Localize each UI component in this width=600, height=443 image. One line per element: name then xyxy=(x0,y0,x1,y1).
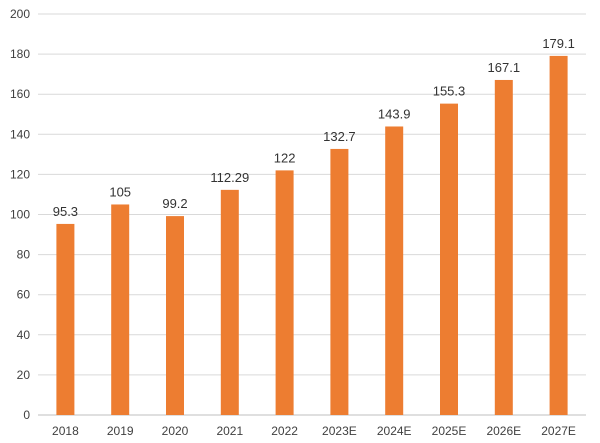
data-label: 143.9 xyxy=(378,106,411,121)
y-tick-label: 0 xyxy=(23,408,30,422)
data-label: 122 xyxy=(274,150,296,165)
bar-2023e xyxy=(330,148,349,415)
y-axis-tick-labels: 0 20 40 60 80 100 120 140 160 180 200 xyxy=(10,7,30,422)
x-tick-label: 2018 xyxy=(52,424,79,438)
data-label: 105 xyxy=(109,184,131,199)
bar-2025e xyxy=(440,103,458,415)
y-tick-label: 20 xyxy=(17,368,31,382)
x-tick-label: 2025E xyxy=(432,424,467,438)
data-labels: 95.3 105 99.2 112.29 122 132.7 143.9 155.3 167.1… xyxy=(53,36,575,219)
x-tick-label: 2022 xyxy=(271,424,298,438)
x-tick-label: 2020 xyxy=(162,424,189,438)
x-tick-label: 2021 xyxy=(216,424,243,438)
y-tick-label: 80 xyxy=(17,248,31,262)
data-label: 179.1 xyxy=(542,36,575,51)
data-label: 112.29 xyxy=(210,170,249,185)
bar-2022 xyxy=(275,170,294,415)
y-tick-label: 40 xyxy=(17,328,31,342)
bar-2026e xyxy=(494,79,513,415)
y-tick-label: 160 xyxy=(10,87,30,101)
x-tick-label: 2027E xyxy=(541,424,576,438)
x-tick-label: 2023E xyxy=(322,424,357,438)
bar-2024e xyxy=(385,126,404,415)
bar-2018 xyxy=(56,223,75,415)
x-tick-label: 2024E xyxy=(377,424,412,438)
y-tick-label: 180 xyxy=(10,47,30,61)
bar-2019 xyxy=(111,204,130,415)
bars xyxy=(56,55,568,415)
data-label: 167.1 xyxy=(488,60,521,75)
y-tick-label: 120 xyxy=(10,167,30,181)
data-label: 132.7 xyxy=(323,129,356,144)
data-label: 95.3 xyxy=(53,204,78,219)
data-label: 99.2 xyxy=(162,196,187,211)
y-tick-label: 100 xyxy=(10,208,30,222)
bar-2021 xyxy=(220,189,239,415)
x-axis-tick-labels: 2018 2019 2020 2021 2022 2023E 2024E 2025E 2026E… xyxy=(52,424,576,438)
data-label: 155.3 xyxy=(433,84,466,99)
x-tick-label: 2026E xyxy=(486,424,521,438)
y-tick-label: 140 xyxy=(10,127,30,141)
y-tick-label: 60 xyxy=(17,288,31,302)
x-tick-label: 2019 xyxy=(107,424,134,438)
bar-2027e xyxy=(549,55,568,415)
grid-layer xyxy=(38,13,586,416)
bar-2020 xyxy=(166,216,184,415)
y-tick-label: 200 xyxy=(10,7,30,21)
